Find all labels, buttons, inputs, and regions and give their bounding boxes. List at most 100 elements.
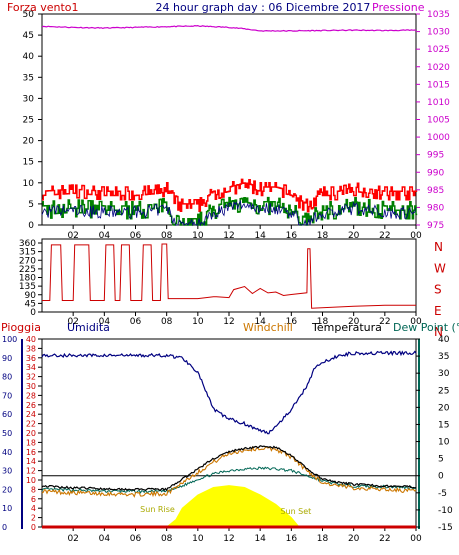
- bottom-x-tick-label: 06: [130, 534, 142, 544]
- wind-y-tick-label: 25: [23, 116, 34, 126]
- bottom-x-tick-label: 00: [410, 534, 422, 544]
- sunrise-label: Sun Rise: [140, 505, 175, 514]
- temperature-y-tick-label: 20: [438, 403, 450, 413]
- direction-y-tick-label: 135: [19, 282, 36, 292]
- dewpoint-axis-label: Dew Point (°C: [393, 321, 459, 334]
- temperature-y-tick-label: -15: [438, 523, 453, 533]
- pressure-y-tick-label: 985: [427, 186, 444, 196]
- rain-y-tick-label: 20: [2, 485, 12, 494]
- pressure-y-tick-label: 975: [427, 221, 444, 231]
- top-panel: Forza vento1 24 hour graph day : 06 Dice…: [7, 1, 450, 241]
- bottom-x-tick-label: 08: [161, 534, 173, 544]
- sunshine-area: [165, 485, 301, 528]
- pressure-y-tick-label: 1030: [427, 28, 450, 38]
- bottom-x-tick-label: 14: [254, 534, 266, 544]
- bottom-x-tick-label: 10: [192, 534, 204, 544]
- direction-y-tick-label: 360: [19, 239, 36, 249]
- direction-x-tick-label: 06: [130, 317, 142, 327]
- temperature-y-tick-label: 0: [438, 472, 444, 482]
- direction-y-tick-label: 180: [19, 274, 36, 284]
- direction-x-tick-label: 10: [192, 317, 204, 327]
- temperature-y-tick-label: 25: [438, 386, 449, 396]
- rain-y-tick-label: 100: [2, 335, 17, 344]
- humidity-y-tick-label: 0: [31, 523, 36, 532]
- humidity-y-tick-label: 32: [26, 373, 36, 382]
- humidity-y-tick-label: 12: [26, 467, 36, 476]
- pressure-y-tick-label: 1015: [427, 80, 450, 90]
- pressure-y-tick-label: 1010: [427, 98, 450, 108]
- pressure-y-tick-label: 1005: [427, 116, 450, 126]
- humidity-y-tick-label: 4: [31, 504, 36, 513]
- temperature-line: [41, 445, 417, 492]
- temperature-y-tick-label: 30: [438, 369, 450, 379]
- top-x-tick-label: 12: [223, 231, 234, 241]
- rain-y-tick-label: 30: [2, 467, 12, 476]
- pressure-y-tick-label: 1020: [427, 63, 450, 73]
- wind-y-tick-label: 0: [28, 221, 34, 231]
- wind-y-tick-label: 5: [28, 200, 34, 210]
- temperature-y-tick-label: 35: [438, 352, 449, 362]
- rain-y-tick-label: 0: [2, 523, 7, 532]
- humidity-y-tick-label: 20: [26, 429, 36, 438]
- direction-x-tick-label: 12: [223, 317, 234, 327]
- wind-y-tick-label: 40: [23, 52, 35, 62]
- bottom-x-tick-label: 04: [99, 534, 111, 544]
- top-x-tick-label: 14: [254, 231, 266, 241]
- direction-y-tick-label: 315: [19, 248, 36, 258]
- compass-label: S: [434, 283, 442, 297]
- compass-label: N: [434, 325, 443, 339]
- rain-y-tick-label: 90: [2, 354, 12, 363]
- windchill-axis-label: Windchill: [243, 321, 293, 334]
- wind-y-tick-label: 30: [23, 94, 35, 104]
- rain-y-tick-label: 80: [2, 373, 12, 382]
- humidity-y-tick-label: 34: [26, 363, 36, 372]
- temperature-axis-label: Temperatura: [311, 321, 382, 334]
- wind-direction-line: [42, 243, 416, 309]
- humidity-y-tick-label: 36: [26, 354, 36, 363]
- rain-y-tick-label: 50: [2, 429, 12, 438]
- direction-y-tick-label: 270: [19, 256, 36, 266]
- direction-y-tick-label: 90: [25, 291, 37, 301]
- direction-x-tick-label: 20: [348, 317, 360, 327]
- wind-speed-line: [41, 200, 417, 227]
- top-x-tick-label: 02: [67, 231, 78, 241]
- direction-x-tick-label: 08: [161, 317, 173, 327]
- bottom-x-tick-label: 22: [379, 534, 390, 544]
- humidity-y-tick-label: 18: [26, 438, 36, 447]
- humidity-axis-label: Umidita: [67, 321, 110, 334]
- bottom-x-tick-label: 16: [286, 534, 298, 544]
- temperature-y-tick-label: -5: [438, 489, 447, 499]
- humidity-y-tick-label: 10: [26, 476, 36, 485]
- pressure-y-tick-label: 990: [427, 168, 444, 178]
- pressure-line: [41, 24, 417, 32]
- wind-y-tick-label: 35: [23, 73, 34, 83]
- temperature-y-tick-label: 15: [438, 420, 449, 430]
- humidity-line: [41, 350, 417, 435]
- bottom-x-tick-label: 18: [317, 534, 329, 544]
- bottom-x-tick-label: 02: [67, 534, 78, 544]
- rain-y-tick-label: 60: [2, 410, 12, 419]
- top-x-tick-label: 06: [130, 231, 142, 241]
- top-x-tick-label: 16: [286, 231, 298, 241]
- humidity-y-tick-label: 38: [26, 344, 36, 353]
- temperature-y-tick-label: 40: [438, 335, 450, 345]
- wind-axis-label: Forza vento1: [7, 1, 79, 14]
- rain-y-tick-label: 70: [2, 391, 12, 400]
- direction-x-tick-label: 22: [379, 317, 390, 327]
- top-x-tick-label: 08: [161, 231, 173, 241]
- humidity-y-tick-label: 22: [26, 420, 36, 429]
- compass-label: N: [434, 240, 443, 254]
- wind-y-tick-label: 20: [23, 137, 35, 147]
- humidity-y-tick-label: 28: [26, 391, 36, 400]
- direction-x-tick-label: 18: [317, 317, 329, 327]
- temperature-y-tick-label: 5: [438, 455, 444, 465]
- top-x-tick-label: 10: [192, 231, 204, 241]
- pressure-y-tick-label: 980: [427, 203, 444, 213]
- direction-x-tick-label: 16: [286, 317, 298, 327]
- humidity-y-tick-label: 14: [26, 457, 36, 466]
- rain-axis-label: Pioggia: [1, 321, 41, 334]
- wind-gust-line: [42, 178, 418, 213]
- humidity-y-tick-label: 6: [31, 495, 36, 504]
